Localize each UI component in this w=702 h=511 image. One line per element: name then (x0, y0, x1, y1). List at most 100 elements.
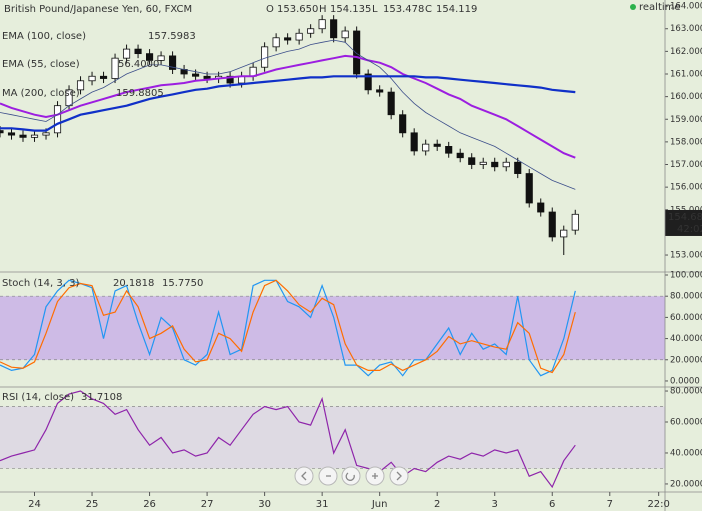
legend-value: 157.5983 (148, 31, 196, 42)
scroll-right-button[interactable] (389, 466, 409, 486)
y-axis: 80.0000 (665, 387, 702, 397)
candle-body (284, 37, 292, 41)
ohlc-readout: 153.478 (383, 4, 424, 15)
candle-body (99, 75, 108, 79)
y-tick-label: 161.000 (670, 69, 702, 79)
legend-value: 159.8805 (116, 88, 164, 99)
y-axis: 60.0000 (665, 313, 702, 323)
y-axis: 161.000 (665, 69, 702, 79)
candle-body (88, 75, 96, 82)
y-axis: 60.0000 (665, 418, 702, 428)
candle-body (341, 30, 349, 39)
y-tick-label: 159.000 (670, 115, 702, 125)
candle-body (157, 55, 165, 61)
candle-body (19, 134, 27, 138)
candle-body (514, 161, 522, 174)
x-tick-label: Jun (371, 499, 388, 510)
chart-title: British Pound/Japanese Yen, 60, FXCM (4, 4, 192, 15)
candle-body (192, 73, 200, 77)
x-tick-label: 3 (492, 499, 498, 510)
y-tick-label: 0.0000 (670, 376, 700, 386)
x-tick-label: 6 (549, 499, 555, 510)
candle-body (146, 53, 154, 61)
x-tick-label: 22:0 (647, 499, 669, 510)
candle-body (307, 28, 315, 34)
candle-body (353, 30, 361, 75)
y-axis: 20.0000 (665, 355, 702, 365)
ohlc-readout: 154.135 (330, 4, 371, 15)
y-tick-label: 20.0000 (670, 355, 702, 365)
legend-label: MA (200, close) (2, 88, 80, 99)
x-tick-label: 25 (86, 499, 99, 510)
y-tick-label: 162.000 (670, 47, 702, 57)
candle-body (261, 46, 269, 68)
legend-label: EMA (55, close) (2, 59, 80, 70)
y-tick-label: 158.000 (670, 137, 702, 147)
scroll-left-button[interactable] (294, 466, 314, 486)
candle-body (479, 161, 487, 165)
x-tick-label: 30 (258, 499, 271, 510)
candle-body (318, 19, 326, 30)
x-tick-label: 24 (28, 499, 41, 510)
series-line (0, 75, 576, 132)
y-axis: 162.000 (665, 47, 702, 57)
countdown: 42:02 (677, 224, 702, 235)
y-tick-label: 40.0000 (670, 448, 702, 458)
candle-body (42, 132, 50, 136)
legend-value: 56.4000 (118, 59, 159, 70)
ohlc-readout: O (266, 4, 274, 15)
candle-body (537, 202, 545, 213)
candle-body (330, 19, 338, 39)
candle-body (30, 134, 39, 138)
x-tick-label: 31 (316, 499, 329, 510)
candle-body (0, 130, 4, 134)
series-line (0, 279, 576, 374)
status: realtime (639, 2, 681, 13)
last-price-box (665, 209, 702, 236)
legend-label: Stoch (14, 3, 3) (2, 278, 79, 289)
candle-body (122, 48, 131, 59)
y-axis: 160.000 (665, 92, 702, 102)
y-axis: 0.0000 (665, 376, 700, 386)
candle-body (376, 89, 384, 93)
series-line (0, 279, 576, 377)
control-glyphs (301, 471, 402, 481)
y-tick-label: 153.000 (670, 251, 702, 261)
candle-body (272, 37, 280, 48)
ohlc-readout: 154.119 (436, 4, 477, 15)
series-line (0, 390, 576, 489)
legend-label: RSI (14, close) (2, 392, 74, 403)
legend-value: 15.7750 (162, 278, 203, 289)
y-tick-label: 163.000 (670, 24, 702, 34)
candle-body (548, 211, 556, 238)
band (0, 406, 665, 469)
candle-body (502, 161, 510, 168)
candle-body (399, 114, 407, 134)
y-tick-label: 60.0000 (670, 418, 702, 428)
candle-body (571, 213, 579, 231)
candle-body (491, 161, 499, 168)
candle-body (410, 132, 418, 152)
series-line (0, 39, 576, 190)
candle-body (226, 75, 234, 84)
ohlc-readout: C (425, 4, 432, 15)
candle-body (445, 146, 453, 154)
candle-body (364, 73, 372, 91)
y-tick-label: 164.000 (670, 2, 702, 12)
reset-button[interactable] (341, 466, 361, 486)
y-axis: 159.000 (665, 115, 702, 125)
zoom-controls (294, 466, 409, 486)
candle-body (295, 32, 303, 41)
y-tick-label: 40.0000 (670, 334, 702, 344)
y-tick-label: 100.000 (670, 271, 702, 281)
y-axis: 164.000 (665, 2, 702, 12)
candle-body (433, 143, 441, 147)
ohlc-readout: H (319, 4, 327, 15)
y-axis: 100.000 (665, 271, 702, 281)
candle-body (422, 143, 430, 152)
y-tick-label: 80.0000 (670, 387, 702, 397)
legend-value: 31.7108 (81, 392, 122, 403)
series-line (0, 54, 576, 159)
candle-body (169, 55, 177, 70)
